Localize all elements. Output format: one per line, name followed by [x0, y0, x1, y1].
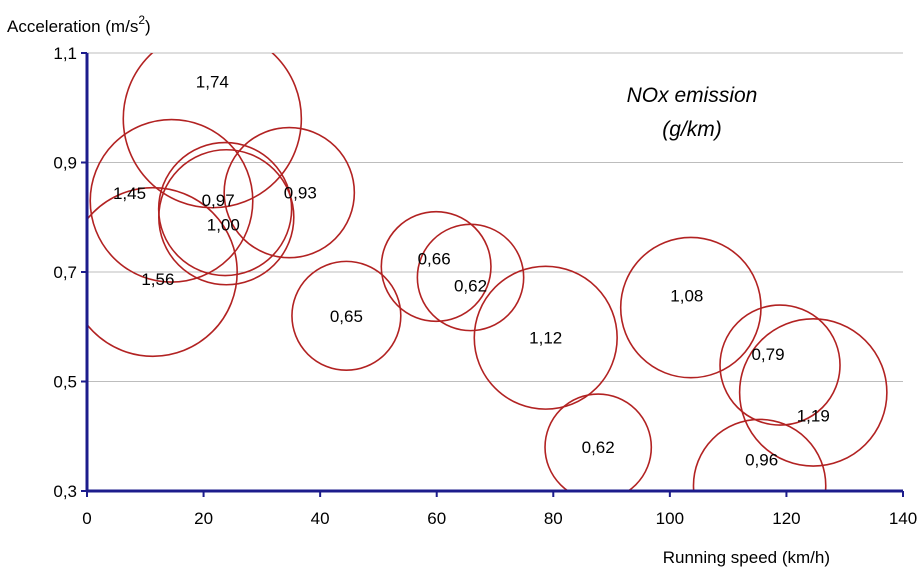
bubble-13 — [738, 318, 888, 467]
bubble-label-4: 1,00 — [207, 215, 240, 234]
bubble-5 — [223, 126, 356, 259]
bubble-label-13: 1,19 — [797, 406, 830, 425]
bubble-4 — [158, 148, 295, 286]
bubble-8 — [416, 223, 525, 332]
bubble-10 — [544, 393, 653, 491]
bubble-label-12: 0,79 — [751, 345, 784, 364]
chart-title-line-2: (g/km) — [662, 118, 722, 141]
x-axis-title: Running speed (km/h) — [663, 548, 830, 567]
bubble-7 — [380, 210, 492, 323]
bubble-label-8: 0,62 — [454, 276, 487, 295]
x-tick-label-5: 100 — [656, 509, 684, 528]
x-tick-label-6: 120 — [772, 509, 800, 528]
bubble-labels: 1,741,451,560,971,000,930,650,660,621,12… — [113, 73, 830, 470]
bubble-label-7: 0,66 — [418, 250, 451, 269]
x-tick-label-0: 0 — [82, 509, 91, 528]
x-tick-label-4: 80 — [544, 509, 563, 528]
y-axis-title: Acceleration (m/s2) — [7, 13, 151, 36]
x-tick-label-7: 140 — [889, 509, 917, 528]
bubble-label-2: 1,56 — [141, 270, 174, 289]
y-axis-title-superscript: 2 — [138, 13, 145, 27]
bubble-label-10: 0,62 — [582, 438, 615, 457]
bubble-label-11: 1,08 — [670, 287, 703, 306]
bubble-0 — [122, 53, 303, 209]
bubble-14 — [692, 418, 827, 491]
bubble-label-1: 1,45 — [113, 184, 146, 203]
bubble-label-9: 1,12 — [529, 329, 562, 348]
gridlines — [87, 52, 903, 382]
bubble-label-14: 0,96 — [745, 451, 778, 470]
bubble-9 — [473, 265, 618, 410]
bubble-2 — [86, 186, 238, 358]
bubble-label-3: 0,97 — [202, 191, 235, 210]
bubble-label-6: 0,65 — [330, 307, 363, 326]
y-tick-label-2: 0,7 — [53, 263, 77, 282]
bubble-label-5: 0,93 — [284, 184, 317, 203]
y-tick-label-3: 0,9 — [53, 154, 77, 173]
y-axis-title-prefix: Acceleration (m/s — [7, 17, 138, 36]
bubble-11 — [619, 236, 762, 379]
axis-ticks: 0,3 0,5 0,7 0,9 1,1 0 20 40 60 80 100 120 140 — [53, 44, 917, 528]
bubble-label-0: 1,74 — [196, 73, 229, 92]
bubbles — [86, 53, 888, 491]
y-tick-label-4: 1,1 — [53, 44, 77, 63]
y-tick-label-1: 0,5 — [53, 373, 77, 392]
x-tick-label-3: 60 — [427, 509, 446, 528]
y-axis-title-suffix: ) — [145, 17, 151, 36]
x-tick-label-2: 40 — [311, 509, 330, 528]
y-tick-label-0: 0,3 — [53, 482, 77, 501]
bubble-6 — [291, 260, 402, 372]
bubble-12 — [719, 304, 841, 426]
chart-title-line-1: NOx emission — [627, 84, 758, 107]
bubble-1 — [89, 118, 254, 283]
x-tick-label-1: 20 — [194, 509, 213, 528]
